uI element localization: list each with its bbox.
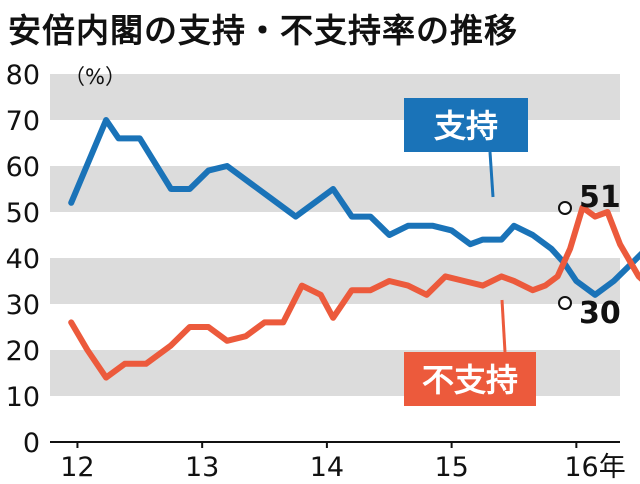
endpoint-value: 30 [579, 296, 621, 331]
chart-title: 安倍内閣の支持・不支持率の推移 [8, 11, 518, 50]
grid-band [50, 74, 620, 120]
grid-band [50, 258, 620, 304]
label-leader [488, 151, 495, 198]
series-line-0 [68, 117, 640, 298]
series-label: 不支持 [422, 361, 518, 399]
label-leader [500, 299, 507, 353]
y-tick-label: 50 [6, 198, 40, 229]
y-axis-ticks: 0 10 20 30 40 50 60 70 80 [6, 60, 40, 459]
series-label-box [404, 352, 536, 406]
y-tick-label: 80 [6, 60, 40, 91]
endpoint-value: 51 [579, 180, 621, 215]
x-tick-label: 14 [310, 452, 344, 483]
x-tick-label: 15 [434, 452, 468, 483]
endpoint-marker [558, 296, 572, 310]
y-tick-label: 70 [6, 106, 40, 137]
y-tick-label: 60 [6, 152, 40, 183]
y-tick-label: 0 [23, 428, 40, 459]
series-label-box [404, 98, 528, 152]
y-tick-label: 30 [6, 290, 40, 321]
series-line-1 [68, 204, 640, 381]
series-labels: 51 支持 30 不支持 [404, 98, 621, 406]
x-tick-label: 13 [185, 452, 219, 483]
endpoint-marker [558, 201, 572, 215]
series-label: 支持 [434, 107, 498, 145]
y-axis-unit: （%） [64, 65, 126, 89]
x-axis: 12 13 14 15 16年 [50, 441, 626, 483]
y-tick-label: 20 [6, 336, 40, 367]
y-tick-label: 40 [6, 244, 40, 275]
x-tick-label: 12 [60, 452, 94, 483]
y-tick-label: 10 [6, 382, 40, 413]
x-tick-label: 16年 [564, 452, 625, 483]
series-lines [68, 117, 640, 381]
